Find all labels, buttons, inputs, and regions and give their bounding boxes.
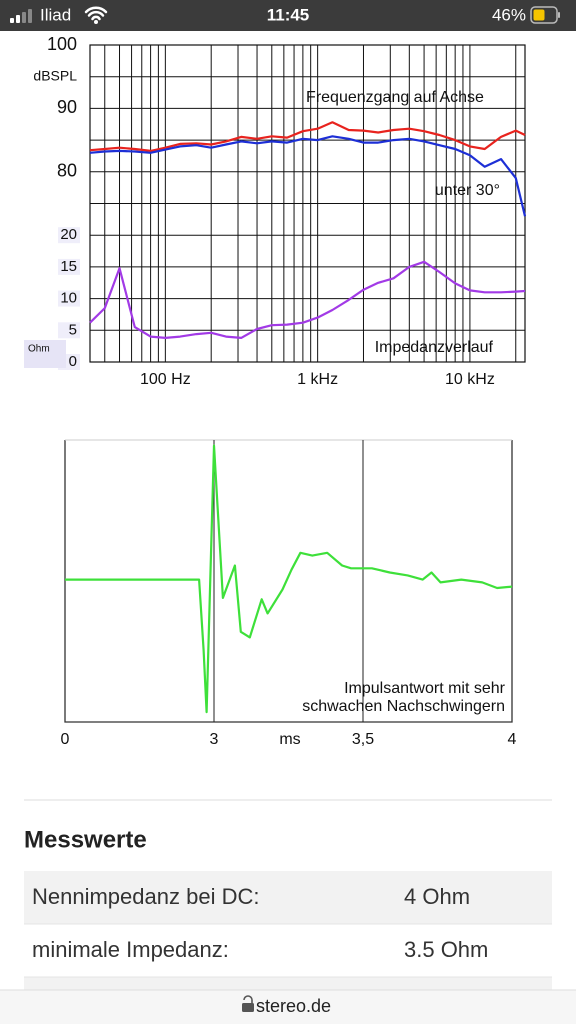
- x-tick-label: 4: [508, 731, 517, 748]
- y-axis-label: dBSPL: [33, 68, 77, 84]
- y2-axis-label: Ohm: [28, 344, 50, 355]
- url-domain[interactable]: stereo.de: [256, 996, 331, 1016]
- signal-icon: [10, 9, 32, 23]
- y2-tick-label: 5: [69, 321, 77, 338]
- battery-tip: [558, 12, 560, 18]
- tick-label-bg: [58, 290, 80, 307]
- carrier: Iliad: [40, 5, 71, 24]
- series-label: unter 30°: [435, 182, 500, 199]
- tick-label-bg: [58, 258, 80, 275]
- x-tick-label: 3: [210, 731, 219, 748]
- x-tick-label: 0: [61, 731, 70, 748]
- annotation: schwachen Nachschwingern: [302, 698, 505, 715]
- x-tick-label: 3,5: [352, 731, 374, 748]
- x-tick-label: 1 kHz: [297, 371, 338, 388]
- annotation: Impulsantwort mit sehr: [344, 680, 506, 697]
- table-cell: Nennimpedanz bei DC:: [32, 884, 259, 909]
- y2-tick-label: 15: [60, 258, 77, 275]
- series-line: [89, 121, 526, 152]
- y2-tick-label: 10: [60, 290, 77, 307]
- x-tick-label: 10 kHz: [445, 371, 495, 388]
- table-cell: 4 Ohm: [404, 884, 470, 909]
- series-line: [89, 135, 527, 217]
- tick-label-bg: [58, 322, 80, 339]
- table-cell: 3.5 Ohm: [404, 937, 488, 962]
- table-cell: minimale Impedanz:: [32, 937, 229, 962]
- series-label: Frequenzgang auf Achse: [306, 89, 484, 106]
- x-tick-label: 100 Hz: [140, 371, 191, 388]
- wifi-dot: [94, 20, 98, 24]
- lock-shackle: [243, 995, 253, 1003]
- clock: 11:45: [267, 5, 310, 24]
- lock-body: [242, 1003, 254, 1012]
- section-title: Messwerte: [24, 826, 147, 853]
- battery-outline: [530, 6, 558, 24]
- x-axis-label: ms: [279, 731, 300, 748]
- y-tick-label: 80: [57, 161, 77, 181]
- status-bar: [0, 0, 576, 31]
- axis-label-bg: [24, 340, 66, 368]
- y2-tick-label: 0: [69, 353, 77, 370]
- series-line: [89, 260, 526, 339]
- table-row-bg: [24, 871, 552, 924]
- series-line: [65, 444, 513, 714]
- url-bar: [0, 990, 576, 1024]
- y-tick-label: 100: [47, 34, 77, 54]
- battery-percent: 46%: [492, 5, 526, 24]
- tick-label-bg: [58, 227, 80, 244]
- battery-level: [533, 9, 545, 21]
- plot-frame: [64, 440, 513, 723]
- y2-tick-label: 20: [60, 226, 77, 243]
- series-label: Impedanzverlauf: [375, 339, 494, 356]
- y-tick-label: 90: [57, 97, 77, 117]
- wifi-icon: [84, 6, 108, 21]
